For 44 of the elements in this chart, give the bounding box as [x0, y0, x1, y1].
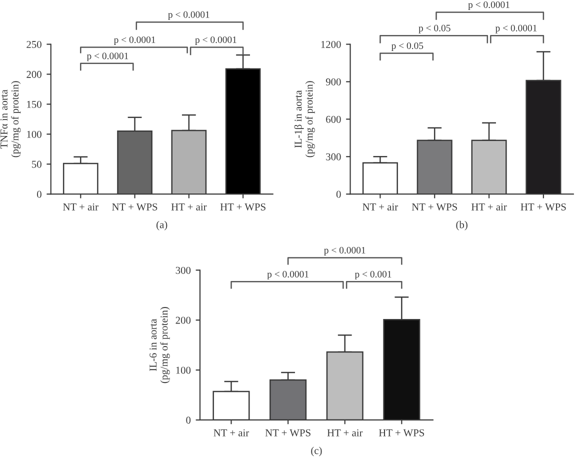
- x-tick-label: HT + WPS: [520, 203, 566, 210]
- y-axis-title: IL-1β in aorta (pg/mg of protein): [294, 81, 315, 158]
- text: p < 0.05: [418, 24, 450, 34]
- x-tick-label: HT + WPS: [220, 203, 266, 210]
- text: p < 0.0001: [168, 11, 210, 20]
- y-tick-label: 250: [26, 40, 42, 48]
- x-tick-label: HT + air: [171, 203, 207, 210]
- y-tick-label: 100: [27, 130, 42, 138]
- text: p < 0.0001: [468, 1, 510, 10]
- annotation: p < 0.0001: [267, 270, 308, 280]
- x-axis-title: (a): [156, 220, 168, 230]
- x-tick-label: NT + WPS: [412, 203, 457, 210]
- x-tick-label: NT + air: [63, 203, 98, 210]
- y-tick-label: 150: [27, 100, 42, 108]
- x-tick-label: HT + WPS: [378, 429, 424, 436]
- annotation: p < 0.0001: [195, 36, 236, 46]
- y-tick-label: 200: [26, 70, 42, 78]
- x-axis-title: (c): [311, 446, 322, 456]
- annotation: p < 0.0001: [114, 36, 156, 46]
- x-tick-label: HT + air: [471, 203, 507, 210]
- annotation: p < 0.001: [354, 270, 392, 280]
- y-axis-title: TNFα in aorta (pg/mg of protein): [0, 81, 21, 158]
- y-tick-label: 0: [336, 190, 341, 198]
- y-tick-label: 1200: [321, 40, 341, 48]
- x-tick-label: NT + WPS: [265, 429, 310, 436]
- y-tick-label: 200: [176, 316, 191, 324]
- y-axis-title: IL-6 in aorta (pg/mg of protein): [150, 307, 170, 384]
- x-tick-label: NT + air: [214, 429, 250, 436]
- y-tick-label: 300: [326, 153, 341, 160]
- x-axis-title: (b): [456, 220, 468, 230]
- y-tick-label: 900: [326, 78, 341, 86]
- annotation: p < 0.0001: [86, 52, 128, 62]
- y-tick-label: 600: [326, 116, 341, 123]
- x-tick-label: HT + air: [327, 429, 363, 436]
- y-tick-label: 0: [37, 190, 42, 198]
- y-tick-label: 50: [32, 160, 42, 168]
- y-tick-label: 300: [176, 266, 191, 274]
- text: p < 0.0001: [495, 24, 537, 34]
- y-tick-label: 0: [186, 416, 191, 424]
- x-tick-label: NT + air: [362, 203, 398, 210]
- x-tick-label: NT + WPS: [112, 203, 158, 210]
- text: p < 0.0001: [324, 246, 366, 256]
- y-tick-label: 100: [176, 366, 191, 374]
- annotation: p < 0.05: [391, 42, 424, 51]
